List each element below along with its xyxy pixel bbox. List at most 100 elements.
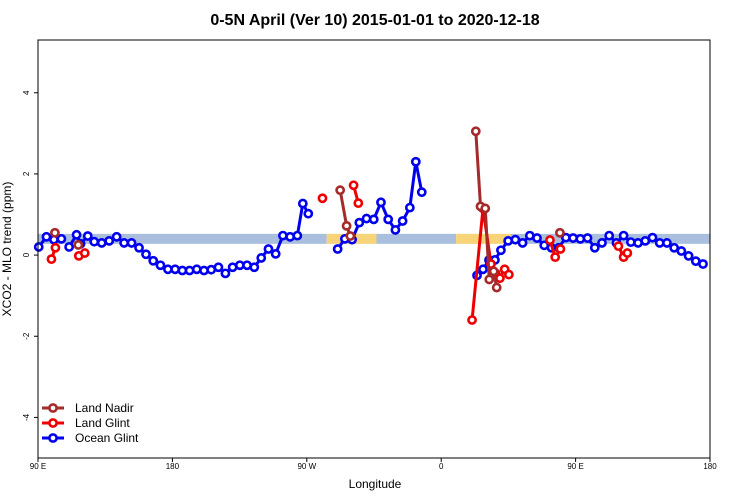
land-glint-point <box>503 269 514 280</box>
ocean-glint-point <box>416 187 427 198</box>
ocean-glint-point <box>618 230 629 241</box>
y-tick-label: -2 <box>22 332 31 340</box>
land-glint-point <box>46 254 57 265</box>
y-axis: -4 -2 0 2 4 <box>22 90 38 421</box>
ocean-glint-point <box>126 238 137 248</box>
ocean-glint-point <box>213 262 224 273</box>
land-glint-point <box>550 252 561 263</box>
x-axis-label: Longitude <box>349 477 402 491</box>
x-tick-label: 180 <box>703 462 717 471</box>
ocean-glint-point <box>56 233 67 244</box>
y-axis-label: XCO2 - MLO trend (ppm) <box>0 182 14 317</box>
land-nadir-point <box>73 240 84 250</box>
ocean-glint-point <box>532 233 542 243</box>
ocean-glint-point <box>220 268 231 279</box>
ocean-glint-point <box>604 230 615 241</box>
ocean-glint-point <box>517 238 528 248</box>
ocean-glint-point <box>404 202 415 213</box>
land-glint-point <box>348 180 359 191</box>
ocean-glint-point <box>263 244 274 254</box>
legend-item-land-glint: Land Glint <box>42 416 130 430</box>
legend-label: Ocean Glint <box>75 431 139 445</box>
x-tick-label: 90 E <box>567 462 583 471</box>
land-nadir-point <box>345 231 356 241</box>
x-tick-label: 90 W <box>297 462 316 471</box>
land-nadir-point <box>470 126 481 137</box>
legend-marker <box>48 403 58 413</box>
land-nadir-point <box>341 220 352 231</box>
land-nadir-point <box>555 227 565 238</box>
ocean-glint-point <box>64 242 75 252</box>
plot-frame <box>37 39 711 459</box>
ocean-glint-point <box>303 208 314 219</box>
land-glint-point <box>50 242 61 253</box>
land-nadir-point <box>491 282 502 293</box>
y-tick-label: -4 <box>22 413 31 421</box>
ocean-glint-point <box>397 216 408 226</box>
legend-marker <box>48 433 58 443</box>
ocean-glint-point <box>662 238 672 248</box>
ocean-glint-point <box>71 229 82 240</box>
ocean-glint-point <box>647 232 658 243</box>
ocean-glint-point <box>148 255 159 266</box>
ocean-glint-point <box>119 238 130 248</box>
ocean-glint-point <box>256 253 267 263</box>
y-tick-label: 2 <box>22 171 31 176</box>
legend-item-land-nadir: Land Nadir <box>42 401 134 415</box>
series-land-nadir <box>50 126 565 293</box>
land-nadir-point <box>484 274 495 285</box>
band-segment-2 <box>376 233 457 244</box>
x-tick-label: 180 <box>166 462 180 471</box>
x-tick-label: 0 <box>439 462 444 471</box>
y-tick-label: 0 <box>22 252 31 257</box>
ocean-glint-point <box>292 230 303 241</box>
ocean-glint-point <box>354 217 365 228</box>
legend-item-ocean-glint: Ocean Glint <box>42 431 139 445</box>
land-glint-point <box>495 273 505 284</box>
series-ocean-glint <box>33 156 708 281</box>
x-tick-label: 90 E <box>30 462 46 471</box>
ocean-glint-point <box>33 242 44 252</box>
land-glint-point <box>613 241 624 252</box>
land-nadir-point <box>50 227 60 238</box>
ocean-glint-point <box>676 246 687 256</box>
legend-marker <box>48 418 58 428</box>
ocean-glint-point <box>104 235 115 246</box>
land-glint-point <box>79 248 90 258</box>
ocean-glint-point <box>249 262 260 273</box>
ocean-glint-point <box>41 231 52 242</box>
y-tick-label: 4 <box>22 90 31 95</box>
band-segment-3 <box>456 233 511 244</box>
ocean-glint-point <box>141 249 151 260</box>
legend-label: Land Nadir <box>75 401 134 415</box>
land-glint-point <box>555 244 566 254</box>
legend-label: Land Glint <box>75 416 130 430</box>
land-nadir-point <box>488 266 499 277</box>
ocean-glint-point <box>134 242 144 253</box>
ocean-glint-point <box>82 231 93 241</box>
ocean-glint-point <box>96 238 107 248</box>
ocean-glint-point <box>155 260 166 271</box>
land-glint-point <box>467 315 477 325</box>
ocean-glint-point <box>89 236 100 247</box>
ocean-glint-point <box>390 225 401 235</box>
ocean-glint-point <box>383 214 394 225</box>
ocean-glint-point <box>368 214 379 225</box>
land-glint-point <box>545 235 555 245</box>
ocean-glint-point <box>683 250 694 261</box>
ocean-glint-point <box>270 248 281 259</box>
plot-series <box>33 126 708 325</box>
ocean-glint-point <box>297 198 308 209</box>
ocean-glint-point <box>332 244 343 254</box>
ocean-glint-point <box>698 259 708 269</box>
land-glint-point <box>353 198 364 209</box>
ocean-glint-point <box>582 233 593 243</box>
ocean-glint-point <box>478 264 488 275</box>
ocean-glint-point <box>410 156 421 167</box>
ocean-glint-point <box>376 197 386 208</box>
x-axis: 90 E 180 90 W 0 90 E 180 <box>30 458 717 471</box>
ocean-glint-point <box>589 242 600 253</box>
ocean-glint-point <box>597 238 607 248</box>
